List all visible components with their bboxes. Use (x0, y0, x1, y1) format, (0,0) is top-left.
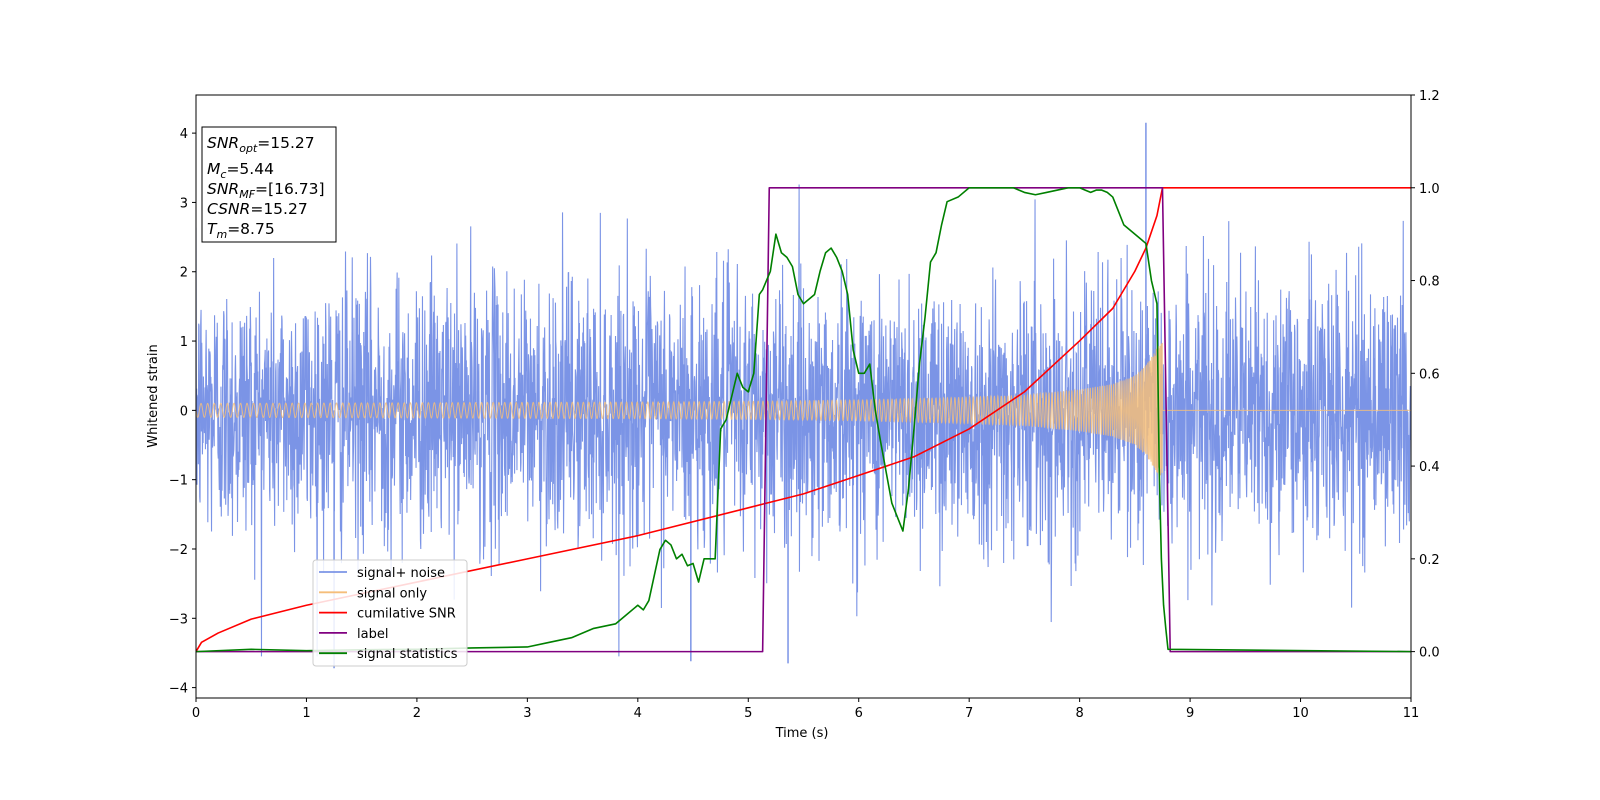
series-signal-only (196, 342, 1411, 476)
y-left-tick-label: 4 (180, 127, 188, 142)
legend-label: label (357, 627, 388, 642)
x-tick-label: 9 (1186, 706, 1194, 721)
series-cumulative-snr (196, 186, 1411, 653)
info-box-frame (201, 126, 337, 243)
signal-noise-line (196, 184, 1411, 657)
legend-label: cumilative SNR (357, 607, 456, 622)
info-box: SNRopt=15.27 Mc=5.44SNRMF=[16.73]CSNR=15.… (201, 126, 337, 243)
x-tick-label: 7 (965, 706, 973, 721)
x-tick-label: 10 (1292, 706, 1309, 721)
y-left-tick-label: −1 (169, 474, 188, 489)
legend-label: signal+ noise (357, 566, 445, 581)
y-left-tick-label: 0 (180, 404, 188, 419)
info-line: CSNR=15.27 (207, 200, 308, 218)
legend: signal+ noise signal only cumilative SNR la… (312, 559, 468, 667)
x-tick-label: 1 (302, 706, 310, 721)
info-line: Tm=8.75 (207, 220, 275, 241)
series-signal-statistics (196, 186, 1411, 653)
signal-only-line (196, 342, 1411, 476)
y-left-tick-label: 2 (180, 266, 188, 281)
info-line: SNRopt=15.27 (207, 134, 315, 155)
x-tick-label: 8 (1075, 706, 1083, 721)
plot-frame (195, 94, 1412, 699)
y-right-tick-label: 1.2 (1419, 89, 1440, 104)
x-axis: 0 1 2 3 4 5 6 7 8 9 10 11 (192, 698, 1419, 721)
plot-area (196, 122, 1411, 669)
y-left-tick-label: −4 (169, 682, 188, 697)
y-axis-right: 0.0 0.2 0.4 0.6 0.8 1.0 1.2 (1411, 89, 1440, 661)
y-axis-left: −4 −3 −2 −1 0 1 2 3 4 (169, 127, 196, 697)
x-tick-label: 4 (634, 706, 642, 721)
y-right-tick-label: 0.2 (1419, 553, 1440, 568)
cumulative-snr-line (196, 186, 1411, 653)
y-left-tick-label: −3 (169, 612, 188, 627)
info-line: SNRMF=[16.73] (207, 180, 325, 201)
legend-frame (312, 559, 468, 667)
y-right-tick-label: 0.0 (1419, 646, 1440, 661)
x-tick-label: 3 (523, 706, 531, 721)
x-tick-label: 5 (744, 706, 752, 721)
label-line (196, 186, 1411, 653)
x-tick-label: 2 (413, 706, 421, 721)
y-right-tick-label: 0.6 (1419, 367, 1440, 382)
y-axis-label: Whitened strain (146, 344, 161, 447)
series-label (196, 186, 1411, 653)
y-right-tick-label: 0.8 (1419, 275, 1440, 290)
series-signal-noise (196, 122, 1411, 669)
y-left-tick-label: −2 (169, 543, 188, 558)
y-left-tick-label: 1 (180, 335, 188, 350)
legend-label: signal statistics (357, 647, 458, 662)
signal-statistics-line (196, 186, 1411, 653)
x-tick-label: 6 (855, 706, 863, 721)
x-axis-label: Time (s) (775, 726, 829, 741)
x-tick-label: 0 (192, 706, 200, 721)
y-right-tick-label: 1.0 (1419, 182, 1440, 197)
info-line: Mc=5.44 (207, 160, 274, 181)
legend-label: signal only (357, 586, 427, 601)
y-left-tick-label: 3 (180, 196, 188, 211)
y-right-tick-label: 0.4 (1419, 460, 1440, 475)
x-tick-label: 11 (1403, 706, 1420, 721)
